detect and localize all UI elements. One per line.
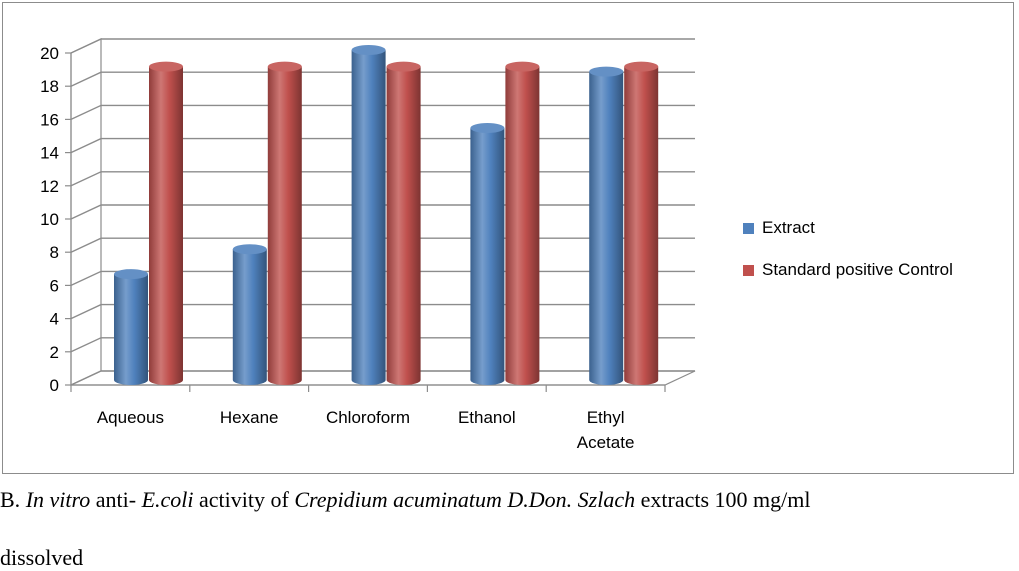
legend-item-control: Standard positive Control	[743, 249, 953, 291]
bar-top-standard-ethanol	[505, 61, 540, 72]
bar-extract-aqueous: Extract: 6.5	[114, 274, 148, 385]
bar-standard-chloroform: Standard positive Control: 19	[386, 66, 421, 385]
x-tick-label: Chloroform	[326, 408, 410, 427]
bar-extract-ethyl-acetate: Extract: 18.7	[589, 71, 624, 385]
bar-standard-ethanol: Standard positive Control: 19	[505, 66, 540, 385]
y-tick-label: 20	[40, 44, 59, 63]
bar-top-standard-chloroform	[386, 61, 421, 72]
legend-label-extract: Extract	[762, 218, 815, 237]
chart-frame: 02468101214161820Extract: 6.5Standard po…	[2, 2, 1014, 474]
legend-swatch-control	[743, 264, 754, 276]
chart-plot: 02468101214161820Extract: 6.5Standard po…	[40, 38, 696, 452]
bar-standard-ethyl-acetate: Standard positive Control: 19	[624, 66, 659, 385]
bar-top-extract-hexane	[232, 244, 267, 255]
bar-top-standard-hexane	[267, 61, 302, 72]
figure-caption: B. In vitro anti- E.coli activity of Cre…	[0, 487, 1019, 513]
gridline	[70, 104, 695, 121]
gridline	[70, 71, 695, 87]
legend-label-control: Standard positive Control	[762, 260, 953, 279]
bar-extract-ethanol: Extract: 15.3	[470, 128, 505, 385]
caption-suffix: extracts 100 mg/ml	[635, 487, 811, 512]
legend-item-extract: Extract	[743, 207, 953, 249]
x-tick-label: Aqueous	[97, 408, 164, 427]
bar-extract-hexane: Extract: 8	[232, 249, 267, 385]
y-tick-label: 14	[40, 144, 59, 163]
x-tick-label: Ethyl	[587, 408, 625, 427]
y-tick-label: 18	[40, 77, 59, 96]
bar-standard-aqueous: Standard positive Control: 19	[149, 66, 183, 385]
bar-standard-hexane: Standard positive Control: 19	[267, 66, 302, 385]
bar-top-extract-aqueous	[114, 269, 148, 280]
figure-caption-line2: dissolved	[0, 545, 84, 570]
legend: Extract Standard positive Control	[743, 207, 953, 291]
caption-anti: anti-	[90, 487, 142, 512]
x-tick-label: Ethanol	[458, 408, 516, 427]
x-tick-label: Hexane	[220, 408, 279, 427]
y-tick-label: 8	[50, 243, 59, 262]
y-tick-label: 12	[40, 177, 59, 196]
y-tick-label: 6	[50, 276, 59, 295]
caption-species: Crepidium acuminatum D.Don. Szlach	[294, 487, 636, 512]
x-tick-label: Acetate	[577, 433, 635, 452]
gridline	[70, 38, 695, 54]
bar-top-extract-ethyl-acetate	[589, 66, 624, 77]
y-tick-label: 0	[50, 376, 59, 395]
y-tick-label: 4	[50, 310, 59, 329]
y-tick-label: 10	[40, 210, 59, 229]
bar-top-standard-ethyl-acetate	[624, 61, 659, 72]
caption-activity-of: activity of	[193, 487, 295, 512]
bar-top-extract-ethanol	[470, 123, 505, 134]
y-tick-label: 16	[40, 110, 59, 129]
legend-swatch-extract	[743, 222, 754, 234]
y-tick-label: 2	[50, 343, 59, 362]
caption-prefix: B.	[0, 487, 26, 512]
caption-in-vitro: In vitro	[25, 487, 91, 512]
bar-extract-chloroform: Extract: 20	[351, 50, 386, 385]
bar-top-standard-aqueous	[149, 61, 183, 72]
caption-ecoli: E.coli	[141, 487, 194, 512]
bar-top-extract-chloroform	[351, 45, 386, 55]
